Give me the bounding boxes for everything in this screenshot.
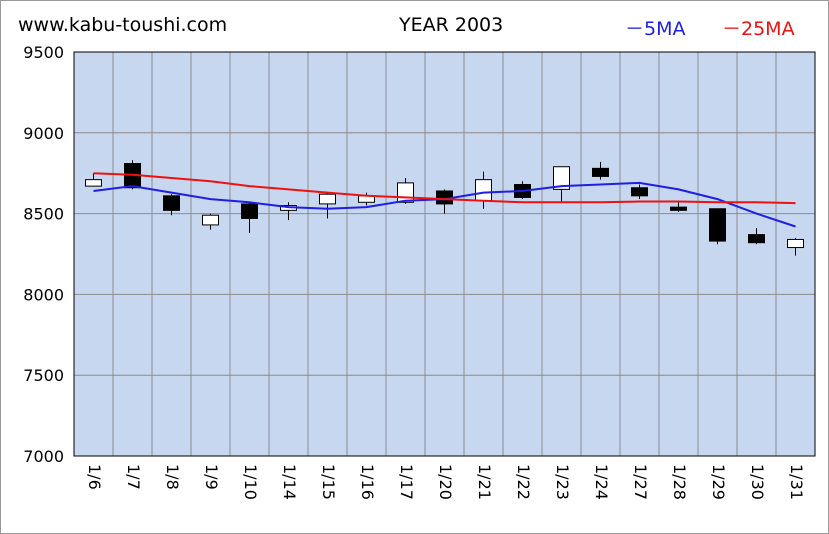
x-tick-label: 1/22 [514, 464, 533, 500]
candle-body [553, 166, 570, 190]
y-tick-label: 8000 [23, 285, 64, 304]
x-tick-label: 1/14 [280, 464, 299, 500]
x-tick-label: 1/28 [670, 464, 689, 500]
y-tick-label: 9000 [23, 124, 64, 143]
x-tick-label: 1/31 [787, 464, 806, 500]
candle-body [319, 193, 336, 205]
x-tick-label: 1/17 [397, 464, 416, 500]
candle-body [202, 214, 219, 226]
plot-border [73, 51, 816, 457]
plot-area [74, 52, 815, 456]
x-tick-label: 1/16 [358, 464, 377, 500]
x-tick-label: 1/9 [202, 464, 221, 490]
site-name: www.kabu-toushi.com [18, 14, 228, 36]
x-tick-label: 1/23 [553, 464, 572, 500]
x-tick-label: 1/29 [709, 464, 728, 500]
chart-title: YEAR 2003 [399, 14, 504, 36]
candle-body [241, 203, 258, 219]
y-tick-label: 8500 [23, 205, 64, 224]
x-tick-label: 1/21 [475, 464, 494, 500]
legend-25ma: －25MA [722, 18, 795, 40]
x-tick-label: 1/30 [748, 464, 767, 500]
ma25-line [93, 172, 796, 205]
x-tick-label: 1/15 [319, 464, 338, 500]
candle-body [163, 195, 180, 211]
legend-5ma: －5MA [625, 18, 686, 40]
x-tick-label: 1/27 [631, 464, 650, 500]
x-tick-label: 1/6 [85, 464, 104, 490]
candle-body [85, 179, 102, 187]
x-tick-label: 1/7 [124, 464, 143, 490]
candle-body [397, 182, 414, 203]
x-tick-label: 1/10 [241, 464, 260, 500]
candle-body [670, 206, 687, 211]
x-tick-label: 1/8 [163, 464, 182, 490]
y-tick-label: 9500 [23, 43, 64, 62]
candle-body [592, 167, 609, 177]
candle-body [709, 208, 726, 242]
candle-body [748, 234, 765, 244]
y-tick-label: 7000 [23, 447, 64, 466]
x-tick-label: 1/20 [436, 464, 455, 500]
y-tick-label: 7500 [23, 366, 64, 385]
x-tick-label: 1/24 [592, 464, 611, 500]
candle-body [787, 238, 804, 249]
candle-body [475, 179, 492, 202]
candle-body [631, 187, 648, 197]
